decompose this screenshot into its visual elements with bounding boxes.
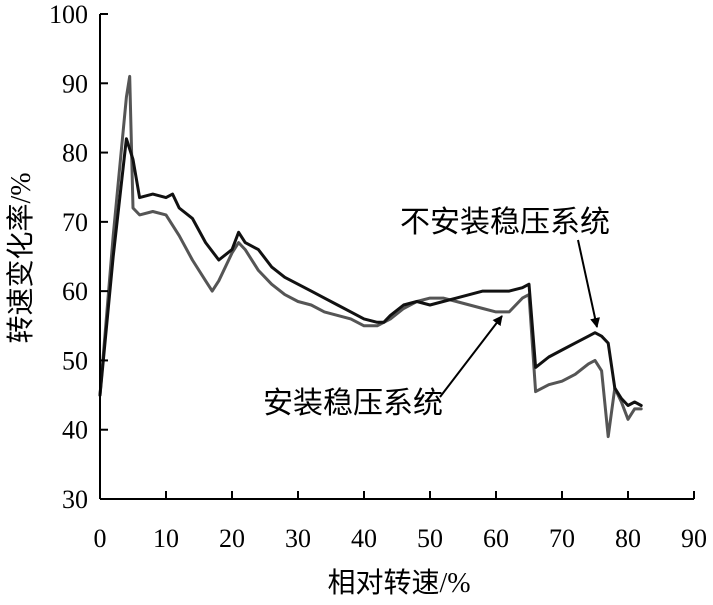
series-line-with-regulator <box>98 74 643 439</box>
annotation-without-regulator: 不安装稳压系统 <box>400 205 610 240</box>
annotation-with-regulator: 安装稳压系统 <box>263 386 443 421</box>
y-axis-title: 转速变化率/% <box>5 172 37 343</box>
x-tick-label: 0 <box>94 524 107 553</box>
axes: 0 10 20 30 40 50 60 70 80 90 30 40 50 60 70 80 90 100 <box>49 0 707 553</box>
annotation-arrow-with-regulator <box>439 315 503 398</box>
x-tick-label: 90 <box>681 524 707 553</box>
x-tick-label: 70 <box>549 524 575 553</box>
y-tick-label: 80 <box>62 139 88 168</box>
x-tick-label: 60 <box>483 524 509 553</box>
y-tick-label: 60 <box>62 277 88 306</box>
y-tick-label: 30 <box>62 485 88 514</box>
y-tick-label: 50 <box>62 346 88 375</box>
plot-area <box>98 74 643 439</box>
x-tick-label: 10 <box>153 524 179 553</box>
x-tick-label: 30 <box>285 524 311 553</box>
y-tick-label: 40 <box>62 416 88 445</box>
y-tick-label: 90 <box>62 69 88 98</box>
x-axis-title: 相对转速/% <box>327 567 470 599</box>
y-tick-label: 70 <box>62 208 88 237</box>
x-tick-label: 20 <box>219 524 245 553</box>
series-line-without-regulator <box>98 137 643 407</box>
x-tick-label: 40 <box>351 524 377 553</box>
y-tick-label: 100 <box>49 0 88 29</box>
x-tick-label: 50 <box>417 524 443 553</box>
x-tick-label: 80 <box>615 524 641 553</box>
annotation-arrow-without-regulator <box>577 239 600 328</box>
